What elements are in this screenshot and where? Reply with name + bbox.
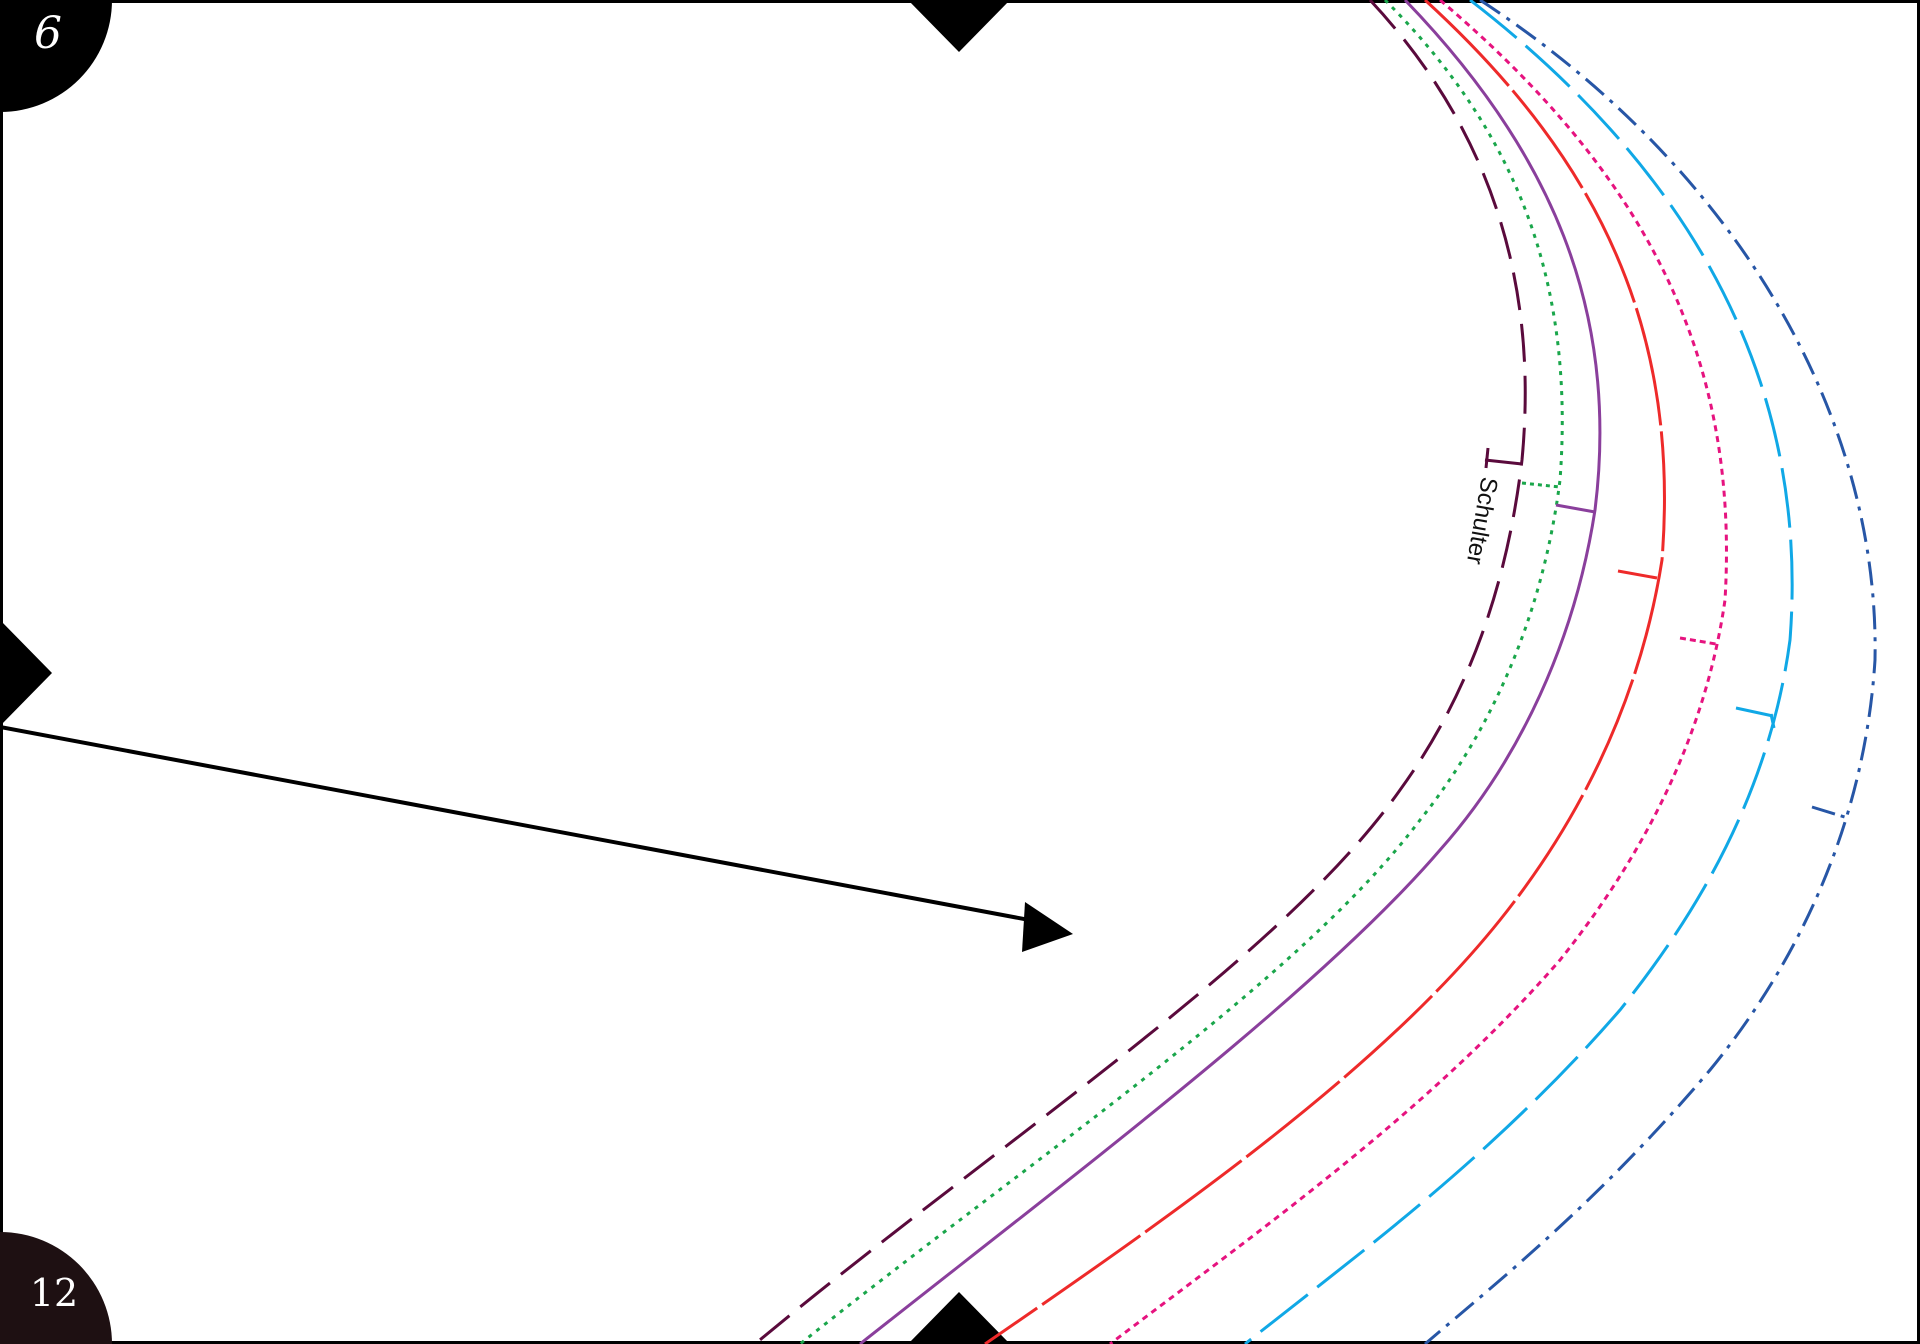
grainline-arrowhead	[1022, 902, 1073, 952]
notch-green	[1521, 481, 1561, 489]
notch-magenta	[1679, 636, 1717, 646]
shoulder-notches	[1484, 458, 1849, 820]
page-marker-top-left	[0, 0, 112, 112]
page-number-top-left: 6	[34, 8, 62, 59]
notch-light-blue	[1735, 706, 1774, 718]
notch-purple	[1555, 503, 1596, 514]
curve-red	[984, 0, 1666, 1344]
notch-dark-blue	[1811, 805, 1849, 820]
grainline-arrow-line	[0, 725, 1041, 924]
notch-dark-purple	[1484, 458, 1523, 466]
shoulder-label: Schulter	[1461, 475, 1503, 566]
tick-dark-purple	[1484, 447, 1490, 469]
curve-light-blue	[1244, 0, 1794, 1344]
alignment-diamond-top	[908, 0, 1010, 52]
curve-dark-purple	[754, 0, 1527, 1344]
curve-dark-blue	[1424, 0, 1877, 1344]
notch-red	[1617, 569, 1658, 580]
tick-light-blue	[1769, 713, 1776, 729]
page-marker-bottom-left	[0, 1232, 112, 1344]
page-number-bottom-left: 12	[30, 1271, 78, 1315]
curve-purple	[859, 0, 1602, 1344]
alignment-diamond-bottom	[908, 1292, 1010, 1344]
curve-magenta	[1109, 0, 1728, 1344]
alignment-diamond-left	[0, 620, 52, 726]
size-curves	[754, 0, 1877, 1344]
curve-green	[799, 0, 1564, 1344]
